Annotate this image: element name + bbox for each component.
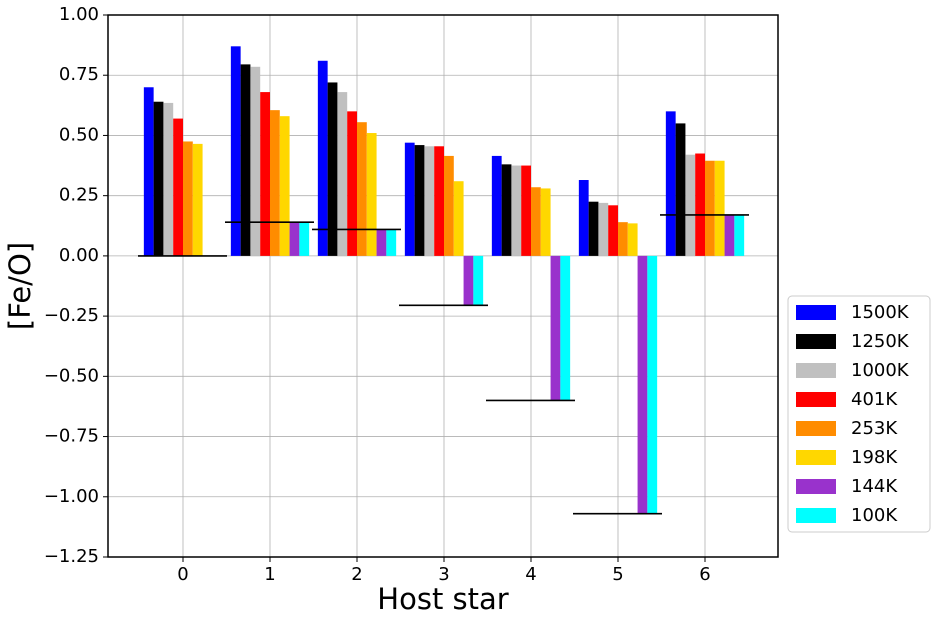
- bar: [240, 64, 251, 256]
- bar: [685, 154, 696, 256]
- bar: [695, 153, 705, 256]
- bar: [627, 223, 638, 256]
- bar: [337, 92, 348, 256]
- y-tick-label: 0.25: [59, 185, 99, 206]
- y-tick-label: −1.25: [44, 546, 99, 567]
- bar: [665, 111, 676, 256]
- bar: [250, 66, 261, 256]
- x-tick-label: 5: [612, 564, 623, 585]
- bar: [511, 165, 522, 256]
- y-tick-label: −0.25: [44, 305, 99, 326]
- legend-label: 144K: [851, 476, 898, 497]
- bar: [705, 160, 715, 256]
- bar: [143, 87, 154, 256]
- bar: [560, 255, 571, 401]
- bar: [598, 202, 609, 256]
- bar: [540, 188, 551, 256]
- x-tick-label: 3: [438, 564, 449, 585]
- bar: [618, 222, 628, 256]
- bar: [550, 255, 561, 401]
- bar: [153, 101, 164, 256]
- bar: [386, 229, 397, 256]
- x-tick-label: 1: [264, 564, 275, 585]
- legend-swatch: [796, 334, 836, 349]
- bar: [414, 145, 425, 256]
- bar: [434, 146, 444, 256]
- bar: [173, 118, 183, 256]
- x-tick-label: 4: [525, 564, 536, 585]
- bar: [675, 123, 686, 256]
- legend-label: 100K: [851, 505, 898, 526]
- y-tick-label: −0.50: [44, 365, 99, 386]
- legend-label: 1250K: [851, 331, 910, 352]
- bar: [183, 141, 193, 256]
- legend-label: 1500K: [851, 302, 910, 323]
- legend-swatch: [796, 450, 836, 465]
- y-tick-label: 0.50: [59, 124, 99, 145]
- bar: [366, 133, 377, 256]
- y-tick-label: 1.00: [59, 4, 99, 25]
- bar: [299, 222, 310, 256]
- bar: [714, 160, 725, 256]
- bar: [424, 146, 435, 256]
- legend-swatch: [796, 305, 836, 320]
- x-tick-label: 0: [177, 564, 188, 585]
- legend-label: 253K: [851, 418, 898, 439]
- legend-label: 1000K: [851, 360, 910, 381]
- bar: [376, 229, 387, 256]
- bar: [588, 201, 599, 256]
- bar: [404, 142, 415, 256]
- y-tick-label: 0.00: [59, 245, 99, 266]
- legend-swatch: [796, 421, 836, 436]
- bar: [734, 214, 745, 256]
- bar: [444, 155, 454, 256]
- bar: [163, 102, 174, 256]
- x-tick-label: 2: [351, 564, 362, 585]
- bar: [317, 60, 328, 256]
- legend-label: 401K: [851, 389, 898, 410]
- y-tick-label: −1.00: [44, 486, 99, 507]
- bar: [357, 122, 367, 256]
- bar: [637, 255, 648, 514]
- bar: [453, 181, 464, 256]
- bar: [608, 205, 618, 256]
- bar: [347, 111, 357, 256]
- y-axis-label: [Fe/O]: [3, 242, 37, 330]
- bar: [279, 116, 290, 256]
- legend-swatch: [796, 392, 836, 407]
- x-axis-label: Host star: [377, 582, 508, 616]
- bar: [463, 255, 474, 306]
- legend-swatch: [796, 363, 836, 378]
- y-tick-label: −0.75: [44, 426, 99, 447]
- legend-swatch: [796, 479, 836, 494]
- x-tick-label: 6: [699, 564, 710, 585]
- bar: [647, 255, 658, 514]
- bar: [260, 92, 270, 256]
- bar: [491, 155, 502, 256]
- y-tick-label: 0.75: [59, 64, 99, 85]
- bar: [521, 165, 531, 256]
- bar: [501, 164, 512, 256]
- bar: [192, 143, 203, 256]
- bar: [578, 180, 589, 256]
- bar: [270, 110, 280, 256]
- bar: [289, 222, 300, 256]
- bar: [327, 82, 338, 256]
- legend-swatch: [796, 508, 836, 523]
- legend-box: [787, 295, 931, 533]
- bar: [230, 46, 241, 256]
- bar: [531, 187, 541, 256]
- plot-frame: [107, 14, 779, 558]
- legend-label: 198K: [851, 447, 898, 468]
- bar: [473, 255, 484, 306]
- bar: [724, 214, 735, 256]
